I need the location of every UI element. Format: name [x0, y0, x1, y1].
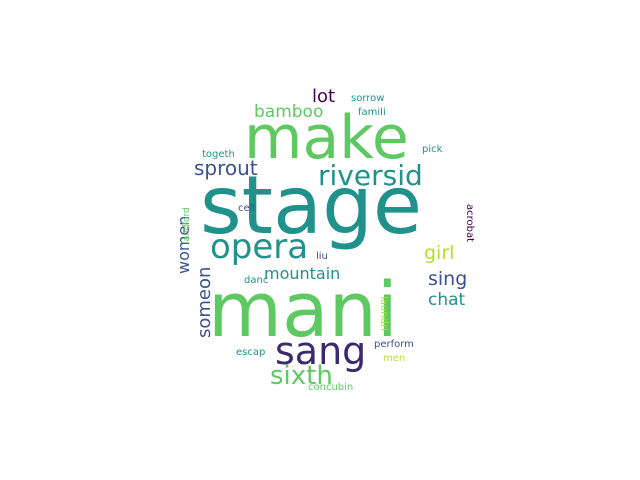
word-pick: pick: [422, 144, 443, 155]
word-mani: mani: [208, 265, 398, 354]
word-someon: someon: [194, 266, 215, 338]
word-mountain: mountain: [264, 264, 341, 283]
word-bamboo: bamboo: [254, 102, 324, 122]
word-opera: opera: [210, 227, 309, 267]
word-stage: stage: [200, 159, 423, 252]
word-landlord: landlord: [182, 207, 192, 244]
word-escap: escap: [236, 347, 266, 358]
word-sixth: sixth: [270, 361, 333, 391]
word-acrobat: acrobat: [464, 204, 475, 243]
word-sing: sing: [428, 268, 468, 290]
word-chat: chat: [428, 290, 466, 310]
word-perform: perform: [374, 339, 414, 350]
word-laundri: laundri: [378, 296, 389, 331]
word-girl: girl: [424, 242, 455, 264]
word-cell: cell: [238, 203, 256, 214]
word-famili: famili: [358, 107, 386, 118]
word-riversid: riversid: [318, 159, 423, 192]
word-concubin: concubin: [308, 382, 354, 393]
word-danc: danc: [244, 275, 269, 286]
word-make: make: [244, 103, 409, 173]
word-lot: lot: [312, 86, 336, 107]
word-liu: liu: [316, 251, 328, 262]
word-sprout: sprout: [194, 156, 258, 180]
word-sang: sang: [275, 329, 367, 373]
word-togeth: togeth: [202, 149, 235, 160]
word-sorrow: sorrow: [351, 93, 385, 104]
word-men: men: [383, 353, 406, 364]
